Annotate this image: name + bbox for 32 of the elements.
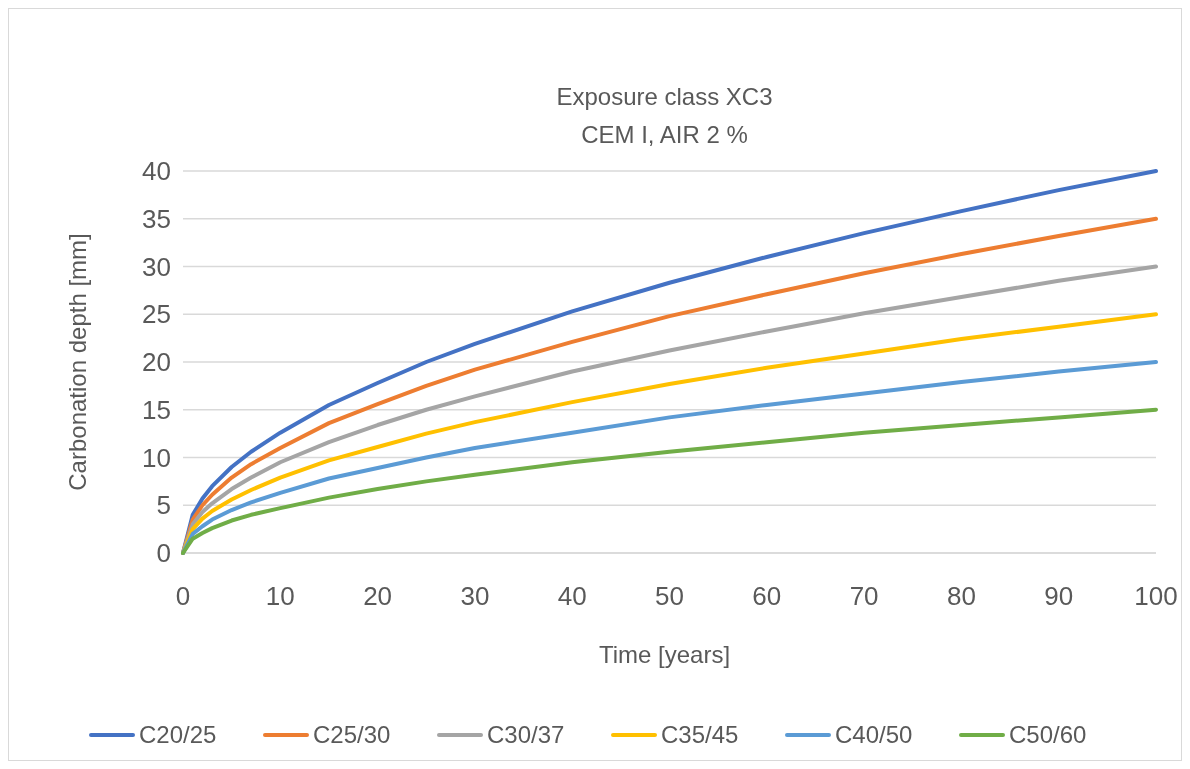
legend-label: C35/45 (661, 721, 739, 749)
legend-label: C50/60 (1009, 721, 1087, 749)
y-tick-label: 15 (142, 394, 171, 425)
chart-title: Exposure class XC3 (556, 83, 773, 110)
x-tick-label: 50 (655, 581, 684, 611)
x-tick-label: 70 (849, 581, 879, 611)
legend-label: C20/25 (139, 721, 217, 749)
legend-label: C40/50 (835, 721, 913, 749)
x-tick-label: 30 (460, 581, 490, 611)
y-tick-label: 0 (156, 538, 171, 569)
y-tick-label: 25 (142, 299, 171, 330)
y-tick-label: 10 (142, 442, 171, 473)
x-tick-label: 0 (175, 581, 191, 611)
y-axis-title: Carbonation depth [mm] (64, 233, 91, 491)
y-tick-label: 30 (142, 251, 171, 282)
x-tick-label: 60 (752, 581, 782, 611)
chart-subtitle: CEM I, AIR 2 % (581, 121, 748, 148)
x-tick-label: 100 (1134, 581, 1178, 611)
x-tick-label: 10 (265, 581, 295, 611)
line-series (181, 360, 1158, 555)
y-tick-label: 40 (142, 156, 171, 187)
x-tick-label: 80 (946, 581, 976, 611)
y-tick-label: 35 (142, 203, 171, 234)
x-axis-title: Time [years] (598, 641, 731, 668)
line-series (181, 407, 1158, 555)
y-tick-label: 20 (142, 347, 171, 378)
y-tick-label: 5 (156, 490, 171, 521)
x-tick-label: 40 (557, 581, 587, 611)
x-tick-label: 90 (1044, 581, 1074, 611)
legend-label: C25/30 (313, 721, 391, 749)
x-tick-label: 20 (363, 581, 393, 611)
legend-label: C30/37 (487, 721, 565, 749)
